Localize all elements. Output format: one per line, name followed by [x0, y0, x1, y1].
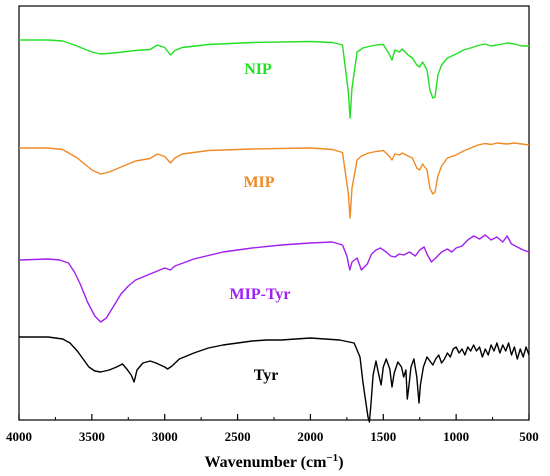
x-tick-label: 4000 [6, 429, 32, 444]
series-line-mip [19, 142, 530, 219]
series-label-mip: MIP [243, 174, 274, 191]
series-layer [18, 39, 530, 423]
series-labels: NIP MIP MIP-Tyr Tyr [229, 61, 290, 384]
x-tick-label: 1000 [443, 429, 469, 444]
x-axis-title: Wavenumber (cm−1) [204, 452, 343, 471]
x-axis-title-superscript: −1 [326, 452, 338, 464]
series-line-nip [19, 39, 529, 119]
x-axis-ticks: 4000 3500 3000 2500 2000 1500 1000 500 [6, 414, 539, 444]
series-line-mip-tyr [18, 234, 530, 323]
series-line-tyr [19, 336, 530, 423]
x-tick-label: 1500 [370, 429, 396, 444]
x-tick-label: 2500 [225, 429, 251, 444]
series-label-mip-tyr: MIP-Tyr [229, 286, 290, 303]
x-axis-title-end: ) [338, 454, 343, 471]
x-tick-label: 3500 [79, 429, 105, 444]
plot-frame [18, 5, 530, 421]
x-tick-label: 3000 [152, 429, 178, 444]
series-label-nip: NIP [244, 61, 272, 78]
x-tick-label: 2000 [297, 429, 323, 444]
x-tick-label: 500 [519, 429, 539, 444]
x-axis-title-main: Wavenumber (cm [204, 454, 327, 471]
series-label-tyr: Tyr [254, 367, 279, 384]
